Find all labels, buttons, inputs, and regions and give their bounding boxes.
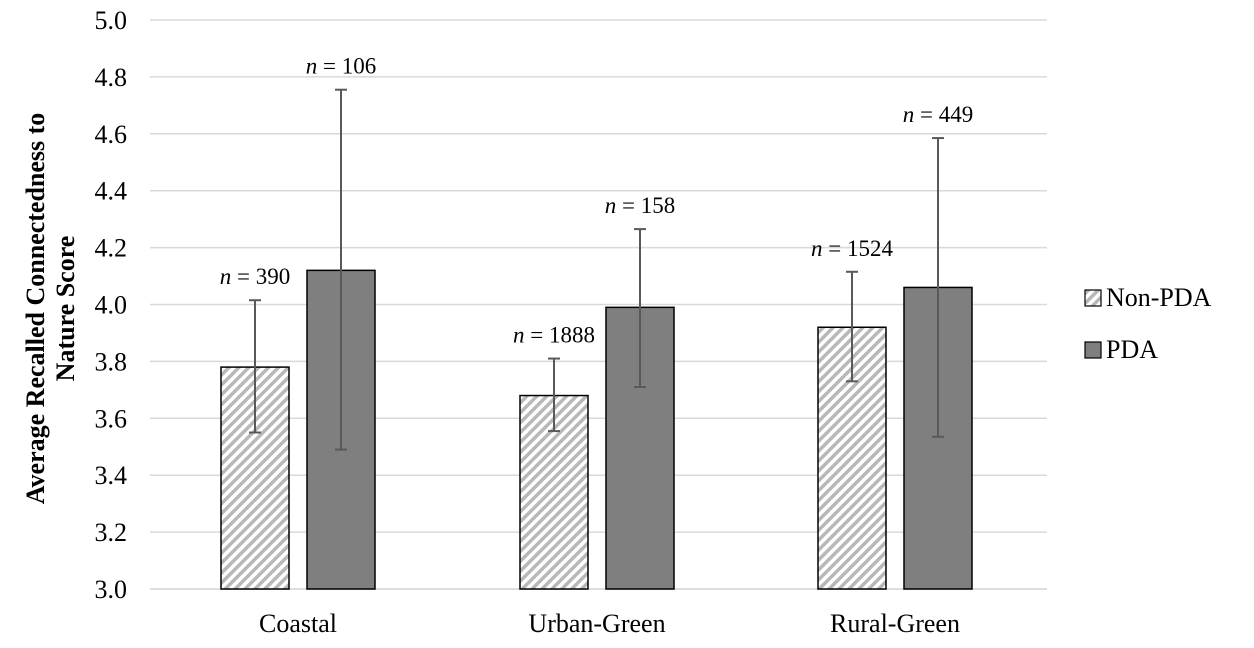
- legend-swatch: [1084, 289, 1102, 307]
- y-tick-label: 3.4: [95, 461, 128, 490]
- y-tick-label: 3.8: [95, 347, 128, 376]
- n-label: n = 1524: [811, 236, 893, 261]
- y-tick-label: 4.4: [95, 177, 128, 206]
- legend-label: Non-PDA: [1106, 283, 1212, 312]
- y-tick-label: 4.2: [95, 234, 128, 263]
- x-category-label: Rural-Green: [830, 609, 960, 638]
- x-category-label: Coastal: [259, 609, 337, 638]
- n-label: n = 106: [306, 54, 376, 79]
- y-tick-label: 3.2: [95, 518, 128, 547]
- y-tick-label: 4.8: [95, 63, 128, 92]
- y-tick-label: 3.6: [95, 404, 128, 433]
- n-label: n = 390: [220, 264, 290, 289]
- n-label: n = 449: [903, 102, 973, 127]
- n-label: n = 158: [605, 193, 675, 218]
- y-axis-title: Average Recalled Connectedness toNature …: [21, 113, 80, 505]
- y-tick-label: 5.0: [95, 6, 128, 35]
- legend-label: PDA: [1106, 335, 1158, 364]
- n-label: n = 1888: [513, 323, 595, 348]
- y-tick-label: 4.6: [95, 120, 128, 149]
- x-category-label: Urban-Green: [528, 609, 665, 638]
- y-tick-label: 4.0: [95, 291, 128, 320]
- y-tick-label: 3.0: [95, 575, 128, 604]
- legend-swatch: [1084, 341, 1102, 359]
